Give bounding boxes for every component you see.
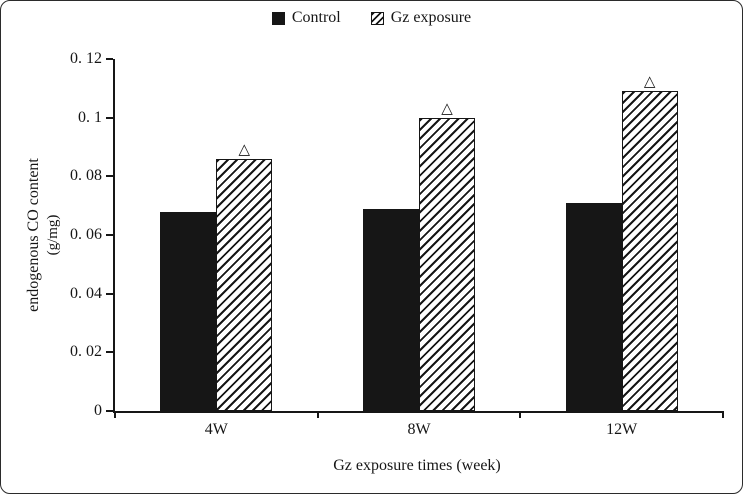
control-bar-8W [363,208,419,411]
control-swatch-icon [271,11,285,25]
significance-triangle-icon: △ [441,98,453,117]
y-tick-label: 0. 1 [78,108,102,126]
y-tick-label: 0. 02 [70,343,102,361]
y-tick-label: 0 [94,402,102,419]
y-tick-mark [106,175,113,178]
y-tick-label: 0. 08 [70,167,102,185]
y-tick-mark [106,58,113,60]
x-axis-label: Gz exposure times (week) [333,457,501,474]
gz-exposure-bar-8W: △ [419,100,475,411]
y-tick-mark [106,234,113,236]
y-tick-mark [106,351,113,354]
y-tick-label: 0. 04 [70,284,102,302]
y-tick-label: 0. 12 [70,50,102,67]
bar-groups: △ 4W △ 8W △ 12W [115,59,723,438]
legend-item-control: Control [271,9,341,27]
control-bar-4W [160,211,217,411]
x-tick-mark [114,411,116,418]
x-category-label-4W: 4W [204,421,228,438]
x-tick-mark [519,411,522,418]
y-tick-mark [106,116,113,119]
x-category-label-12W: 12W [606,421,638,438]
gz-exposure-bar-4W: △ [216,141,273,411]
x-tick-mark [722,411,724,418]
y-axis-label-line1: endogenous CO content [25,158,42,312]
plot-area: △ 4W △ 8W △ 12W 0 0. 02 0. 04 0. 06 0. 08 0. 1 0. 1… [70,50,724,438]
legend: Control Gz exposure [1,9,742,27]
x-category-label-8W: 8W [407,421,431,438]
significance-triangle-icon: △ [238,139,251,158]
control-bar-12W [565,202,622,411]
y-tick-label: 0. 06 [70,226,102,243]
legend-label-control: Control [291,9,341,26]
bar-group-12W: △ 12W [520,59,723,438]
x-tick-mark [316,411,319,418]
legend-item-gz-exposure: Gz exposure [370,9,472,27]
y-tick-mark [106,292,113,295]
y-tick-mark [106,410,113,412]
significance-triangle-icon: △ [643,72,656,91]
gz-exposure-bar-12W: △ [621,74,678,411]
bar-group-8W: △ 8W [318,59,521,438]
legend-label-gz-exposure: Gz exposure [390,9,472,26]
gz-exposure-swatch-icon [370,11,384,25]
y-axis-label-line2: (g/mg) [45,214,61,256]
bar-group-4W: △ 4W [115,59,318,438]
